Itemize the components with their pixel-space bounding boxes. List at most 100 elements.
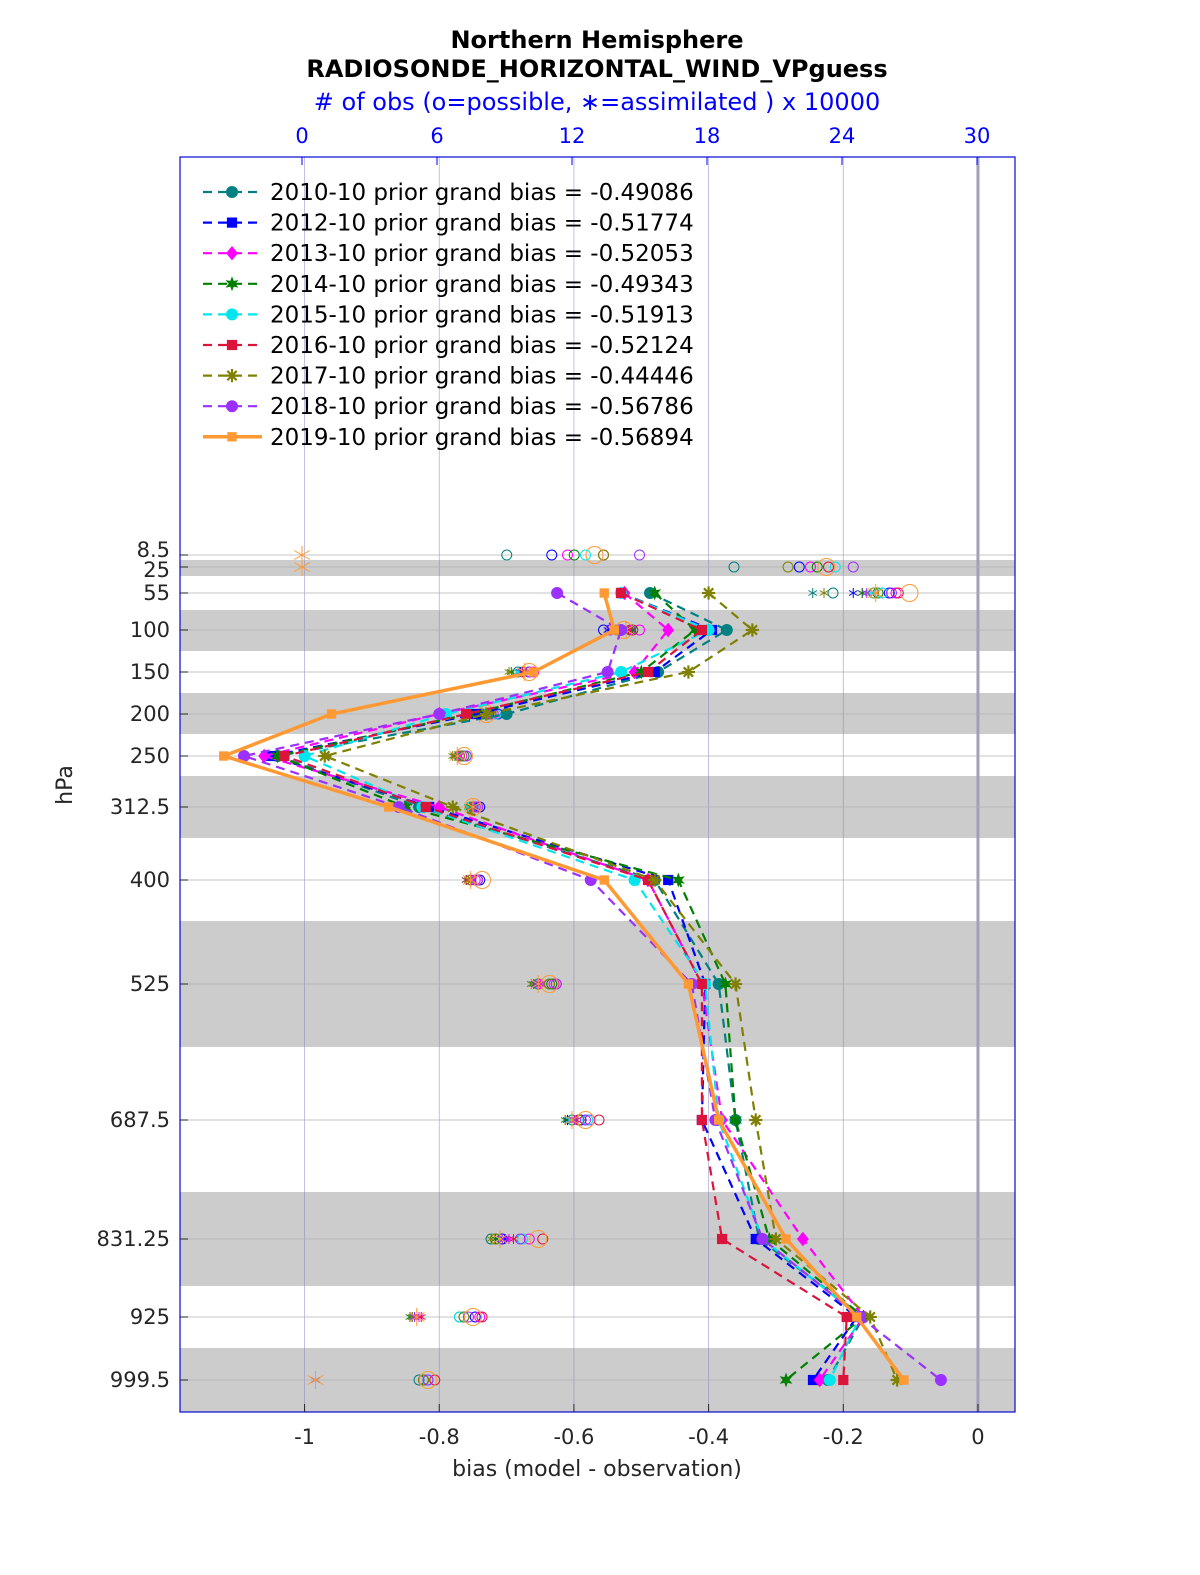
data-point bbox=[384, 802, 394, 812]
obs-assimilated-marker bbox=[463, 875, 474, 885]
data-point bbox=[841, 1311, 852, 1323]
obs-assimilated-stroke bbox=[862, 590, 872, 596]
obs-assimilated-marker bbox=[491, 1230, 509, 1248]
obs-possible-marker bbox=[514, 1233, 526, 1245]
data-point bbox=[934, 1374, 947, 1386]
point-marker bbox=[663, 874, 674, 886]
legend-item: 2018-10 prior grand bias = -0.56786 bbox=[203, 394, 694, 420]
obs-assimilated-stroke bbox=[307, 1375, 324, 1385]
data-point bbox=[807, 1374, 819, 1386]
obs-assimilated-marker bbox=[407, 1312, 417, 1322]
obs-assimilated-marker bbox=[857, 588, 867, 598]
y-tick-label: 25 bbox=[143, 558, 170, 582]
obs-possible-marker bbox=[523, 1233, 535, 1245]
point-marker bbox=[420, 801, 431, 813]
y-tick-label: 100 bbox=[130, 618, 170, 642]
obs-assimilated-stroke bbox=[808, 590, 818, 596]
data-point bbox=[671, 872, 685, 888]
point-marker bbox=[781, 1234, 791, 1244]
data-point bbox=[226, 246, 238, 261]
point-marker bbox=[696, 978, 707, 990]
point-marker bbox=[714, 1115, 724, 1125]
point-marker bbox=[271, 748, 285, 764]
point-marker bbox=[730, 978, 741, 990]
obs-assimilated-stroke bbox=[464, 802, 482, 812]
point-marker bbox=[934, 1374, 947, 1386]
series-line bbox=[323, 592, 899, 1381]
point-marker bbox=[852, 1312, 862, 1322]
obs-possible-marker bbox=[460, 750, 472, 762]
legend-item: 2015-10 prior grand bias = -0.51913 bbox=[203, 302, 694, 328]
point-marker bbox=[683, 979, 694, 989]
point-marker bbox=[696, 624, 707, 636]
obs-assimilated-stroke bbox=[450, 753, 460, 759]
y-tick-label: 8.5 bbox=[137, 538, 170, 562]
x-tick-label: -0.2 bbox=[823, 1425, 864, 1449]
series-line bbox=[263, 592, 865, 1381]
obs-assimilated-stroke bbox=[491, 1234, 509, 1244]
legend-item: 2019-10 prior grand bias = -0.56894 bbox=[203, 425, 694, 451]
data-point bbox=[599, 588, 609, 598]
y-tick-label: 525 bbox=[130, 972, 170, 996]
legend-item: 2017-10 prior grand bias = -0.44446 bbox=[203, 364, 694, 390]
data-point bbox=[420, 801, 431, 813]
top-tick-label: 30 bbox=[964, 124, 991, 148]
obs-assimilated-stroke bbox=[530, 979, 547, 989]
x-axis-label: bias (model - observation) bbox=[452, 1457, 742, 1482]
point-marker bbox=[662, 622, 675, 638]
data-point bbox=[642, 666, 654, 678]
point-marker bbox=[688, 622, 702, 638]
legend: 2010-10 prior grand bias = -0.49086 2012-… bbox=[203, 180, 694, 451]
data-point bbox=[528, 667, 539, 677]
obs-assimilated-stroke bbox=[866, 590, 876, 596]
point-marker bbox=[807, 1374, 819, 1386]
point-marker bbox=[433, 708, 446, 720]
point-marker bbox=[628, 664, 641, 680]
point-marker bbox=[864, 1311, 876, 1323]
data-point bbox=[681, 665, 696, 679]
obs-possible-marker bbox=[900, 584, 919, 602]
data-point bbox=[318, 749, 332, 763]
point-marker bbox=[634, 664, 648, 680]
data-point bbox=[609, 625, 620, 635]
point-marker bbox=[471, 708, 482, 720]
point-marker bbox=[319, 750, 331, 762]
plot-frame-bottom bbox=[179, 156, 1016, 1413]
point-marker bbox=[750, 1233, 761, 1245]
series-line bbox=[222, 592, 906, 1382]
obs-possible-marker bbox=[537, 1233, 549, 1245]
y-tick-label: 200 bbox=[130, 702, 170, 726]
point-marker bbox=[750, 1114, 762, 1126]
data-point bbox=[644, 587, 657, 599]
obs-assimilated-marker bbox=[466, 802, 476, 812]
data-point bbox=[649, 666, 660, 678]
obs-assimilated-stroke bbox=[461, 877, 471, 883]
obs-assimilated-marker bbox=[470, 802, 480, 812]
data-point bbox=[265, 750, 277, 762]
obs-possible-marker bbox=[793, 561, 805, 573]
obs-assimilated-marker bbox=[531, 979, 541, 989]
obs-possible-marker bbox=[872, 587, 884, 599]
obs-assimilated-stroke bbox=[563, 1115, 581, 1125]
obs-assimilated-stroke bbox=[470, 804, 480, 810]
y-tick-label: 999.5 bbox=[110, 1368, 170, 1392]
point-marker bbox=[237, 750, 250, 762]
y-tick-label: 831.25 bbox=[97, 1227, 170, 1251]
point-marker bbox=[599, 588, 609, 598]
series-line bbox=[283, 591, 848, 1381]
data-point bbox=[326, 709, 337, 719]
point-marker bbox=[609, 625, 620, 635]
data-point bbox=[688, 622, 702, 638]
point-marker bbox=[279, 750, 290, 762]
data-point bbox=[716, 1233, 728, 1245]
top-tick-label: 18 bbox=[694, 124, 721, 148]
obs-assimilated-marker bbox=[497, 1234, 507, 1244]
obs-possible-marker bbox=[419, 1371, 437, 1389]
point-marker bbox=[823, 1374, 836, 1386]
obs-assimilated-marker bbox=[529, 979, 539, 989]
obs-assimilated-stroke bbox=[508, 1236, 519, 1242]
point-marker bbox=[551, 587, 564, 599]
data-point bbox=[479, 707, 493, 721]
obs-assimilated-marker bbox=[408, 1308, 425, 1326]
